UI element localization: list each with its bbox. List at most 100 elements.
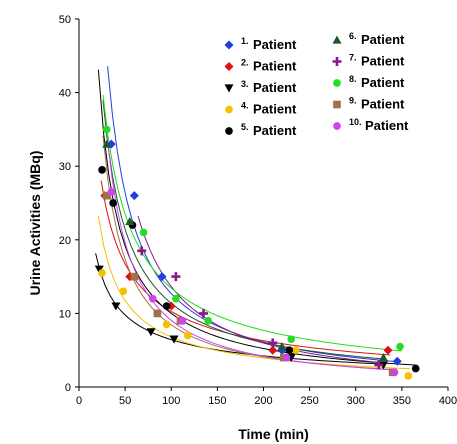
legend-marker-7	[332, 57, 342, 66]
data-point-series-8	[204, 316, 212, 325]
x-axis-label: Time (min)	[238, 426, 309, 442]
legend-marker-3	[224, 84, 234, 93]
data-point-series-5	[411, 364, 420, 373]
legend-entry-10: 10. Patient	[333, 117, 409, 133]
data-point-series-6	[125, 216, 135, 225]
y-tick-label: 30	[59, 161, 71, 173]
legend-number: 4.	[241, 101, 249, 111]
legend-entry-3: 3. Patient	[224, 79, 297, 95]
data-point-series-4	[404, 372, 413, 380]
data-point-series-9	[153, 309, 162, 318]
x-tick-label: 300	[347, 395, 365, 407]
data-point-series-5	[109, 199, 117, 207]
data-point-series-10	[148, 294, 157, 303]
legend-entry-5: 5. Patient	[225, 122, 297, 138]
axes: 0 50 100 150 200 250 300 350 400 0 10 20 30 40 50	[59, 14, 457, 407]
y-tick-label: 20	[59, 235, 71, 247]
y-tick-label: 50	[59, 14, 71, 26]
legend-marker-9	[333, 100, 341, 109]
legend-label: Patient	[361, 97, 405, 112]
y-tick-label: 10	[59, 308, 71, 320]
fit-curve-8	[102, 94, 402, 352]
data-point-series-6	[378, 353, 388, 362]
legend-label: Patient	[361, 32, 405, 47]
fit-curves	[95, 66, 418, 371]
legend-marker-8	[333, 79, 341, 87]
fit-curve-7	[137, 215, 381, 364]
data-point-series-7	[374, 360, 384, 370]
legend-number: 2.	[241, 58, 249, 68]
legend-number: 6.	[349, 31, 357, 41]
y-tick-label: 0	[65, 382, 71, 394]
data-point-series-7	[137, 246, 147, 256]
legend-label: Patient	[253, 59, 297, 74]
fit-curve-6	[102, 100, 386, 360]
data-point-series-1	[157, 272, 167, 282]
y-axis-label: Urine Activities (MBq)	[27, 151, 43, 296]
data-point-series-7	[171, 272, 181, 282]
legend-number: 5.	[241, 122, 249, 132]
data-point-series-3	[111, 302, 121, 311]
legend-number: 1.	[241, 36, 249, 46]
legend-number: 7.	[349, 53, 357, 63]
legend-entry-7: 7. Patient	[332, 53, 405, 69]
fit-curve-4	[97, 215, 411, 370]
legend-entry-2: 2. Patient	[224, 58, 297, 74]
legend: 1. Patient 2. Patient 3. Patient 4. Patient 5. Pa…	[224, 31, 409, 138]
legend-entry-4: 4. Patient	[225, 101, 297, 117]
legend-marker-2	[224, 62, 234, 71]
fit-curve-5	[97, 69, 418, 366]
legend-number: 3.	[241, 79, 249, 89]
legend-label: Patient	[253, 102, 297, 117]
data-point-series-6	[102, 139, 112, 148]
x-tick-label: 50	[119, 395, 131, 407]
data-point-series-3	[378, 361, 388, 370]
data-point-series-5	[285, 346, 294, 355]
data-point-series-5	[98, 166, 106, 174]
data-point-series-4	[119, 287, 128, 296]
legend-entry-1: 1. Patient	[224, 36, 297, 52]
legend-label: Patient	[253, 123, 297, 138]
legend-marker-4	[225, 105, 233, 114]
x-tick-label: 100	[162, 395, 180, 407]
legend-entry-9: 9. Patient	[333, 96, 405, 112]
data-point-series-8	[102, 125, 111, 134]
x-tick-label: 350	[393, 395, 411, 407]
y-tick-label: 40	[59, 88, 71, 100]
data-point-series-4	[291, 346, 300, 355]
data-point-series-4	[162, 320, 171, 329]
legend-entry-6: 6. Patient	[332, 31, 405, 47]
legend-marker-1	[224, 40, 234, 50]
legend-number: 10.	[349, 117, 362, 127]
x-tick-label: 150	[208, 395, 226, 407]
fit-curve-9	[102, 135, 395, 371]
data-point-series-9	[130, 272, 139, 281]
legend-number: 9.	[349, 96, 357, 106]
data-point-series-8	[172, 294, 180, 303]
data-point-series-7	[268, 338, 278, 348]
data-point-series-10	[390, 368, 399, 377]
data-points	[94, 125, 420, 380]
data-point-series-8	[396, 342, 404, 351]
legend-label: Patient	[253, 80, 297, 95]
legend-marker-10	[333, 122, 341, 130]
data-point-series-3	[146, 328, 156, 337]
x-tick-label: 200	[254, 395, 272, 407]
legend-number: 8.	[349, 74, 357, 84]
legend-marker-5	[225, 127, 233, 135]
legend-label: Patient	[365, 118, 409, 133]
legend-marker-6	[332, 35, 342, 44]
data-point-series-2	[383, 345, 393, 355]
legend-label: Patient	[253, 37, 297, 52]
data-point-series-2	[268, 345, 278, 355]
data-point-series-7	[199, 308, 209, 318]
data-point-series-9	[102, 191, 111, 200]
x-tick-label: 0	[76, 395, 82, 407]
legend-label: Patient	[361, 54, 405, 69]
data-point-series-4	[98, 269, 106, 277]
data-point-series-10	[178, 316, 187, 325]
fit-curve-10	[107, 141, 397, 371]
data-point-series-6	[277, 342, 287, 351]
data-point-series-1	[129, 191, 139, 201]
